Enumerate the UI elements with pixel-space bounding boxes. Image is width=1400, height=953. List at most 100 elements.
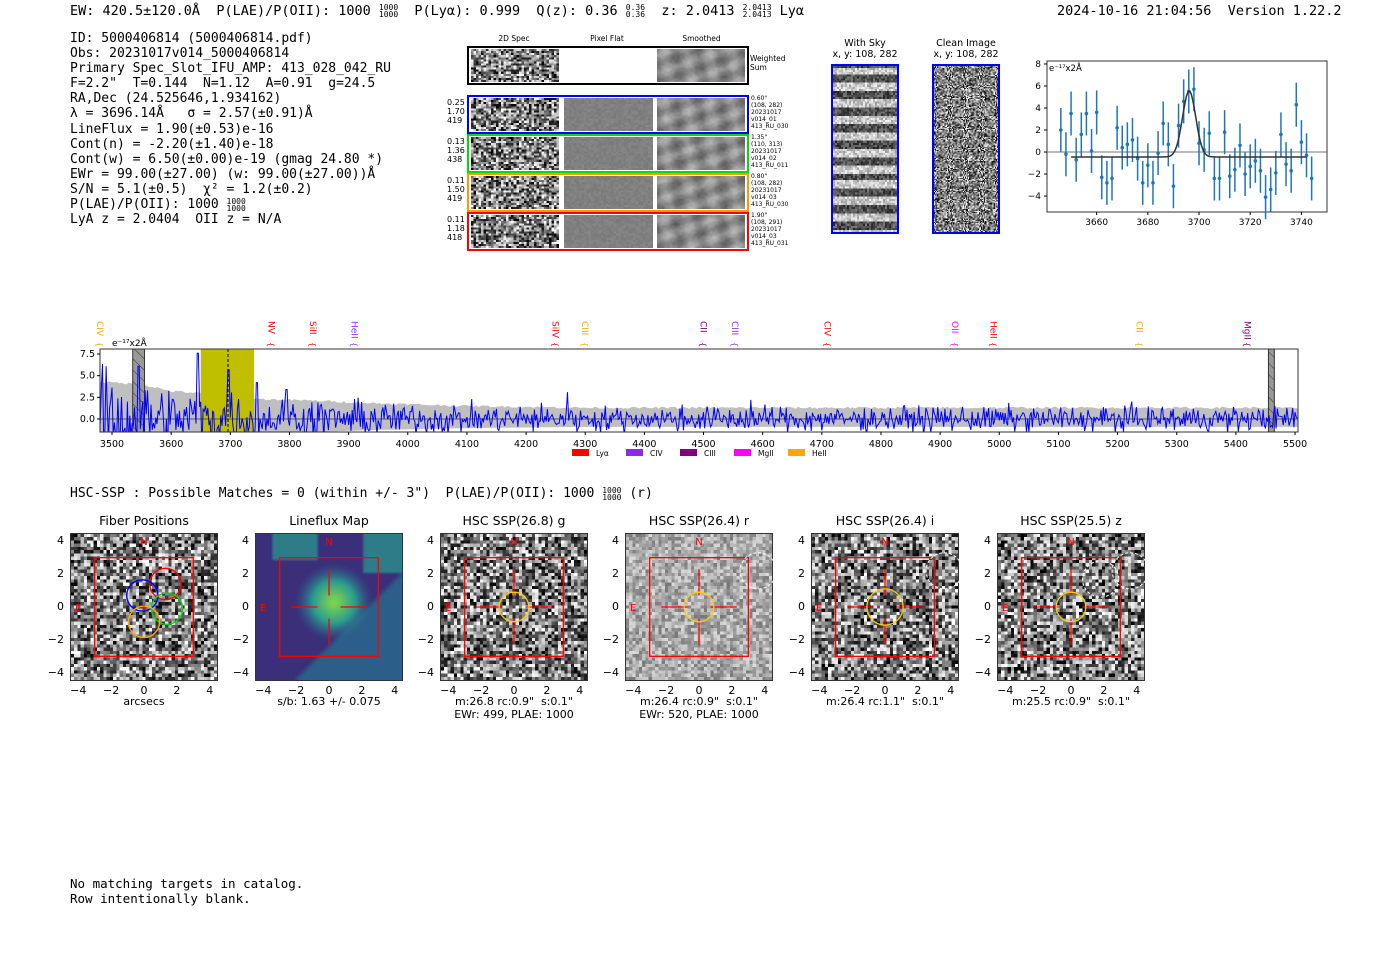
data-point: [1069, 111, 1073, 116]
x-tick-label: 2: [543, 684, 551, 697]
y-tick-label: 0: [798, 600, 805, 613]
x-tick-label: 4: [1133, 684, 1141, 697]
fiber-row: [467, 173, 749, 212]
x-tick-label: −2: [1030, 684, 1047, 697]
clean-image-title: Clean Image x, y: 108, 282: [933, 38, 999, 60]
cutout-overlay: N E +: [75, 537, 194, 657]
north-label: N: [1067, 537, 1074, 548]
fiber-circle: [149, 567, 182, 601]
data-point: [1279, 132, 1283, 137]
emission-line-label: CIV: [94, 321, 104, 337]
fiber-row-stats: 0.11 1.18 418: [447, 215, 465, 242]
emission-line-bracket: {: [580, 342, 589, 347]
y-tick-label: 0: [57, 600, 64, 613]
data-point: [1233, 167, 1237, 172]
x-tick-label: 3900: [337, 439, 361, 450]
smooth-image: [657, 98, 745, 131]
y-tick-label: 2: [57, 567, 64, 581]
y-tick-label: 0: [427, 600, 434, 613]
x-tick-label: 4: [576, 684, 584, 697]
y-tick-label: −4: [232, 665, 249, 679]
timestamp-version: 2024-10-16 21:04:56 Version 1.22.2: [1057, 3, 1342, 19]
data-point: [1099, 175, 1104, 180]
fiber-row: [467, 212, 749, 251]
x-tick-label: −2: [844, 684, 861, 697]
flat-image: [564, 215, 653, 248]
y-tick-label: −4: [417, 665, 434, 679]
info-line: Cont(w) = 6.50(±0.00)e-19 (gmag 24.80 *): [70, 151, 384, 167]
x-tick-label: −4: [70, 684, 87, 697]
data-point: [1222, 130, 1227, 135]
aperture-box: [835, 557, 935, 657]
catalog-source-circle: [739, 552, 777, 590]
x-tick-label: −2: [658, 684, 675, 697]
x-tick-label: 0: [325, 684, 333, 697]
emission-line-label: CIII: [729, 321, 739, 335]
data-point: [1309, 176, 1314, 181]
emission-line-bracket: {: [699, 342, 708, 347]
y-tick-label: −4: [47, 665, 64, 679]
data-point: [1125, 142, 1130, 147]
clean-image: [932, 64, 1000, 234]
data-point: [1207, 131, 1212, 136]
cutout-caption-2: EWr: 499, PLAE: 1000: [454, 708, 574, 721]
cutout-caption: s/b: 1.63 +/- 0.075: [277, 695, 381, 708]
emission-line-label: MgII: [1242, 321, 1252, 340]
data-point: [1304, 153, 1309, 158]
column-title: Pixel Flat: [590, 34, 624, 43]
y-tick-label: −4: [788, 665, 805, 679]
data-point: [1263, 195, 1268, 199]
data-point: [1289, 168, 1293, 173]
catalog-source-circle: [925, 552, 963, 590]
east-label: E: [630, 603, 636, 614]
data-point: [1151, 181, 1155, 185]
legend-swatch: [788, 449, 805, 456]
cutout-overlay: NE: [816, 537, 963, 657]
smooth-image: [657, 137, 745, 170]
emission-line-label: SiIV: [550, 321, 560, 339]
east-label: E: [445, 603, 451, 614]
emission-line-bracket: {: [308, 342, 317, 347]
flat-image: [564, 137, 653, 170]
catalog-message: No matching targets in catalog.: [70, 876, 304, 891]
fiber-circle: [150, 592, 184, 625]
noise-image: [471, 49, 559, 82]
emission-line-bracket: {: [823, 342, 832, 347]
emission-line-label: NV: [266, 321, 276, 335]
y-tick-label: −2: [47, 632, 64, 646]
data-point: [1064, 152, 1068, 157]
y-tick-label: −2: [1028, 170, 1041, 180]
x-tick-label: −4: [997, 684, 1014, 697]
y-tick-label: 0: [612, 600, 619, 613]
info-line: F=2.2" T=0.144 N=1.12 A=0.91 g=24.5: [70, 76, 376, 92]
data-point: [1176, 123, 1181, 128]
info-line: ID: 5000406814 (5000406814.pdf): [70, 31, 313, 46]
x-tick-label: 4500: [691, 439, 715, 450]
aperture-circle: [866, 588, 904, 626]
fiber-row: [467, 134, 749, 173]
aperture-box: [94, 557, 194, 657]
y-tick-label: 4: [984, 534, 991, 548]
weighted-sum-row: [467, 46, 749, 85]
y-tick-label: −2: [232, 632, 249, 646]
x-tick-label: 0: [1067, 684, 1075, 697]
x-tick-label: 5200: [1105, 439, 1129, 450]
column-title: 2D Spec: [498, 34, 530, 43]
data-point: [1115, 126, 1119, 130]
x-tick-label: 3700: [218, 439, 242, 450]
cutout-caption: m:26.4 rc:0.9" s:0.1": [640, 695, 758, 708]
weighted-sum-label: Weighted Sum: [750, 54, 786, 72]
data-point: [1059, 128, 1063, 132]
aperture-circle: [498, 591, 530, 623]
data-point: [1299, 140, 1304, 144]
y-tick-label: 2: [242, 567, 249, 581]
fiber-row-info: 0.80" (108, 282) 20231017 v014_03 413_RU…: [751, 173, 789, 208]
y-tick-label: 0.0: [80, 414, 95, 425]
emission-line-label: CIV: [822, 321, 832, 337]
x-tick-label: 0: [140, 684, 148, 697]
plot-area: [100, 349, 1298, 432]
east-label: E: [816, 603, 822, 614]
aperture-circle: [1055, 591, 1087, 623]
x-tick-label: −4: [811, 684, 828, 697]
emission-line-label: HeII: [349, 321, 359, 339]
